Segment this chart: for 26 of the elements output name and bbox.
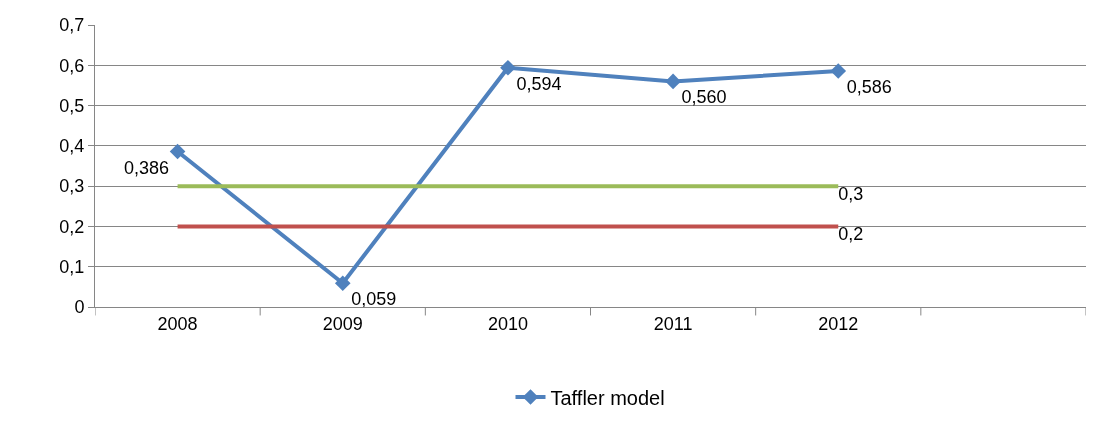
data-label: 0,560	[681, 87, 727, 108]
x-tick-label: 2008	[157, 313, 198, 334]
y-tick-label: 0,3	[59, 176, 85, 197]
x-tick-label: 2010	[487, 313, 528, 334]
y-tick-label: 0,4	[59, 136, 85, 157]
data-label: 0,386	[124, 157, 170, 178]
y-tick-label: 0,6	[59, 55, 85, 76]
data-label: 0,2	[838, 223, 864, 244]
y-tick-label: 0,7	[59, 15, 85, 36]
y-tick-label: 0,2	[59, 216, 85, 237]
point	[830, 63, 847, 79]
data-label: 0,594	[516, 73, 562, 94]
x-tick-label: 2012	[818, 313, 859, 334]
point	[169, 143, 186, 160]
data-label: 0,059	[351, 289, 397, 310]
legend-label: Taffler model	[550, 386, 665, 409]
point	[665, 73, 681, 90]
y-tick-label: 0,1	[59, 257, 85, 278]
point	[500, 59, 516, 76]
y-tick-label: 0,5	[59, 95, 85, 116]
data-label: 0,3	[838, 183, 864, 204]
x-tick-label: 2009	[322, 313, 363, 334]
y-tick-label: 0	[74, 297, 85, 318]
data-label: 0,586	[846, 76, 892, 97]
x-tick-label: 2011	[653, 313, 693, 334]
point	[334, 275, 351, 292]
